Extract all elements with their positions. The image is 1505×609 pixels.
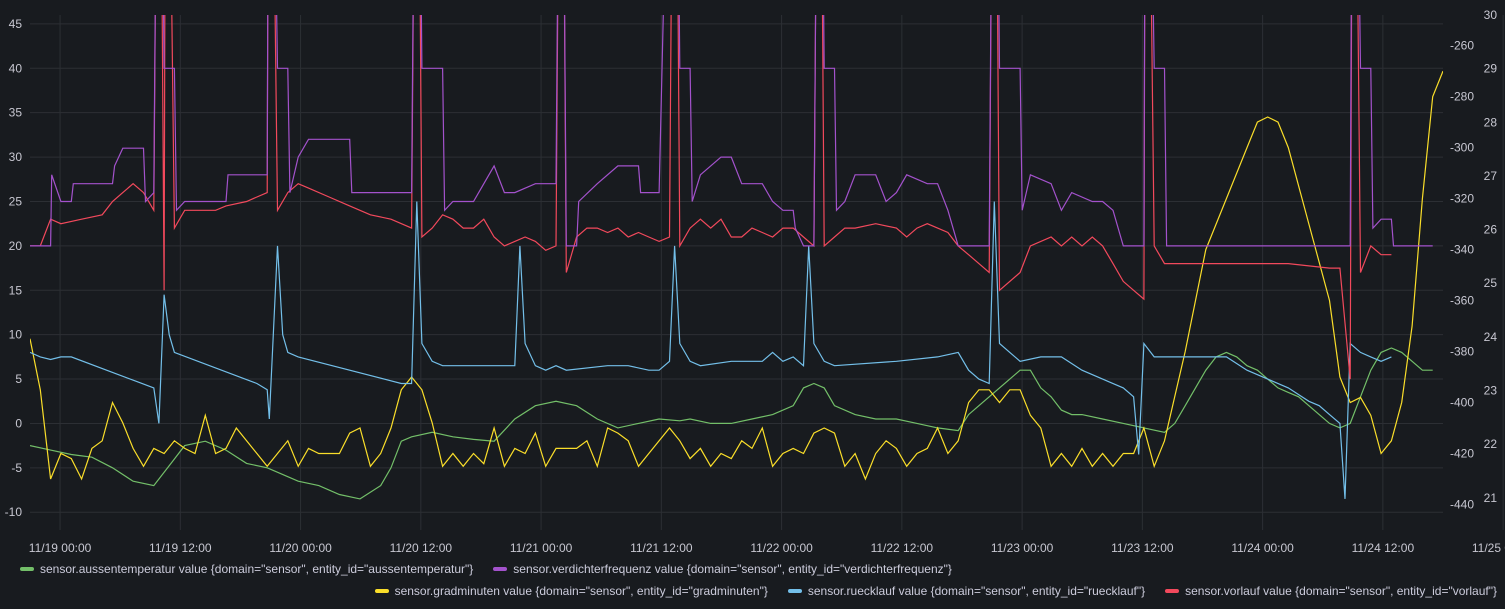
y-right-outer-tick-label: 28 <box>1484 115 1498 129</box>
x-tick-label: 11/22 00:00 <box>750 541 813 555</box>
legend-swatch <box>374 589 389 593</box>
x-tick-label: 11/20 00:00 <box>269 541 332 555</box>
series-line-ruecklauf <box>30 201 1392 499</box>
y-right-outer-tick-label: 22 <box>1484 437 1498 451</box>
y-right-inner-tick-label: -300 <box>1450 141 1474 155</box>
y-left-tick-label: 40 <box>9 61 23 75</box>
x-tick-label: 11/24 12:00 <box>1352 541 1415 555</box>
x-tick-label: 11/23 00:00 <box>991 541 1054 555</box>
series-line-verdichter <box>30 15 1433 247</box>
y-left-tick-label: 10 <box>9 328 23 342</box>
x-tick-label: 11/20 12:00 <box>390 541 453 555</box>
y-right-inner-tick-label: -340 <box>1450 243 1474 257</box>
legend-item-aussentemperatur[interactable]: sensor.aussentemperatur value {domain="s… <box>20 562 473 576</box>
legend-label: sensor.ruecklauf value {domain="sensor",… <box>807 584 1146 598</box>
y-right-outer-tick-label: 29 <box>1484 62 1498 76</box>
chart: 45 40 35 30 25 20 15 10 5 0 -5 -10 11/19 00:00 11/19 … <box>5 8 1505 555</box>
legend-swatch <box>493 567 508 571</box>
x-tick-label: 11/25 00:00 <box>1472 541 1505 555</box>
series-line-aussen <box>30 347 1433 500</box>
x-tick-label: 11/21 12:00 <box>630 541 693 555</box>
series-line-vorlauf <box>30 15 1392 380</box>
legend-swatch <box>1165 589 1180 593</box>
legend-item-verdichterfrequenz[interactable]: sensor.verdichterfrequenz value {domain=… <box>493 562 952 576</box>
y-left-tick-label: 35 <box>9 106 23 120</box>
legend-item-ruecklauf[interactable]: sensor.ruecklauf value {domain="sensor",… <box>787 584 1146 598</box>
y-left-tick-label: 45 <box>9 17 23 31</box>
y-right-inner-tick-label: -360 <box>1450 294 1474 308</box>
series-line-grad <box>30 70 1443 481</box>
x-tick-label: 11/19 00:00 <box>29 541 92 555</box>
y-left-tick-label: 5 <box>15 372 22 386</box>
y-right-inner-tick-label: -320 <box>1450 192 1474 206</box>
legend-item-vorlauf[interactable]: sensor.vorlauf value {domain="sensor", e… <box>1165 584 1497 598</box>
y-left-tick-label: 20 <box>9 239 23 253</box>
legend: sensor.aussentemperatur value {domain="s… <box>0 558 1505 602</box>
y-right-outer-tick-label: 27 <box>1484 169 1498 183</box>
y-right-inner-tick-label: -260 <box>1450 39 1474 53</box>
x-tick-label: 11/24 00:00 <box>1231 541 1294 555</box>
legend-label: sensor.vorlauf value {domain="sensor", e… <box>1185 584 1497 598</box>
y-right-inner-tick-label: -420 <box>1450 447 1474 461</box>
y-left-tick-label: 30 <box>9 150 23 164</box>
y-right-outer-tick-label: 26 <box>1484 223 1498 237</box>
y-left-tick-label: -10 <box>5 505 23 519</box>
y-left-tick-label: -5 <box>11 461 22 475</box>
legend-label: sensor.verdichterfrequenz value {domain=… <box>513 562 952 576</box>
legend-label: sensor.aussentemperatur value {domain="s… <box>40 562 474 576</box>
y-left-tick-label: 25 <box>9 194 23 208</box>
y-right-outer-tick-label: 23 <box>1484 384 1498 398</box>
x-tick-label: 11/22 12:00 <box>871 541 934 555</box>
y-left-tick-label: 15 <box>9 283 23 297</box>
y-right-inner-tick-label: -280 <box>1450 90 1474 104</box>
x-tick-label: 11/21 00:00 <box>510 541 573 555</box>
legend-swatch <box>20 567 34 571</box>
y-right-inner-tick-label: -400 <box>1450 396 1474 410</box>
y-right-inner-tick-label: -380 <box>1450 345 1474 359</box>
y-left-tick-label: 0 <box>15 416 22 430</box>
y-right-inner-tick-label: -440 <box>1450 498 1474 512</box>
y-right-outer-tick-label: 24 <box>1484 330 1498 344</box>
legend-label: sensor.gradminuten value {domain="sensor… <box>394 584 768 598</box>
y-right-outer-tick-label: 30 <box>1484 8 1498 22</box>
x-tick-label: 11/23 12:00 <box>1111 541 1174 555</box>
legend-swatch <box>787 589 802 593</box>
y-right-outer-tick-label: 25 <box>1484 276 1498 290</box>
legend-item-gradminuten[interactable]: sensor.gradminuten value {domain="sensor… <box>374 584 768 598</box>
x-tick-label: 11/19 12:00 <box>149 541 212 555</box>
y-right-outer-tick-label: 21 <box>1484 491 1498 505</box>
